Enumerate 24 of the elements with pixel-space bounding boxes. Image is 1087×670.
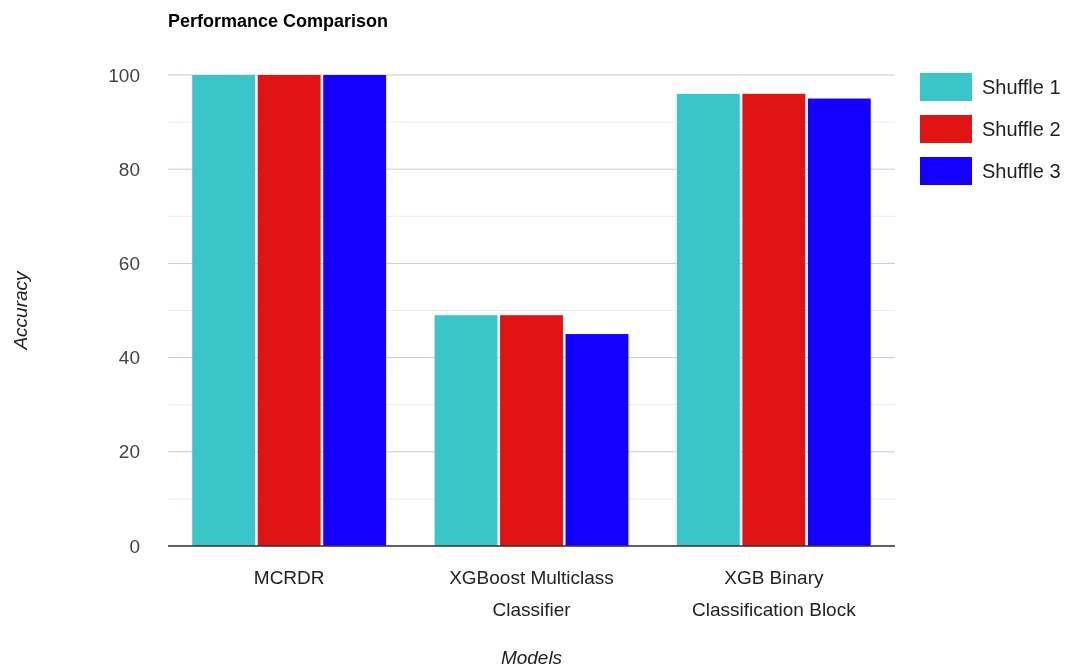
legend-label: Shuffle 1 xyxy=(982,76,1061,98)
bar xyxy=(807,98,871,546)
y-tick-label: 80 xyxy=(118,158,140,180)
chart-title: Performance Comparison xyxy=(168,11,389,31)
x-tick-label: XGB Binary Classification Block xyxy=(692,567,857,620)
x-tick-label: XGBoost Multiclass Classifier xyxy=(449,567,614,620)
y-tick-label: 20 xyxy=(118,441,140,463)
y-tick-label: 40 xyxy=(118,347,140,369)
y-tick-label: 60 xyxy=(118,252,140,274)
y-tick-label: 0 xyxy=(129,535,140,557)
x-axis-title: Models xyxy=(500,647,563,668)
bar xyxy=(434,315,498,546)
bar xyxy=(192,75,256,546)
bar xyxy=(500,315,563,546)
bar xyxy=(565,334,629,546)
legend-label: Shuffle 3 xyxy=(982,160,1061,182)
bar xyxy=(676,93,740,546)
legend-label: Shuffle 2 xyxy=(982,118,1061,140)
bar xyxy=(257,75,321,546)
y-axis-title: Accuracy xyxy=(10,269,31,351)
bar xyxy=(323,75,387,546)
bar xyxy=(742,93,806,546)
x-tick-label: MCRDR xyxy=(253,567,325,588)
y-tick-label: 100 xyxy=(108,64,140,86)
